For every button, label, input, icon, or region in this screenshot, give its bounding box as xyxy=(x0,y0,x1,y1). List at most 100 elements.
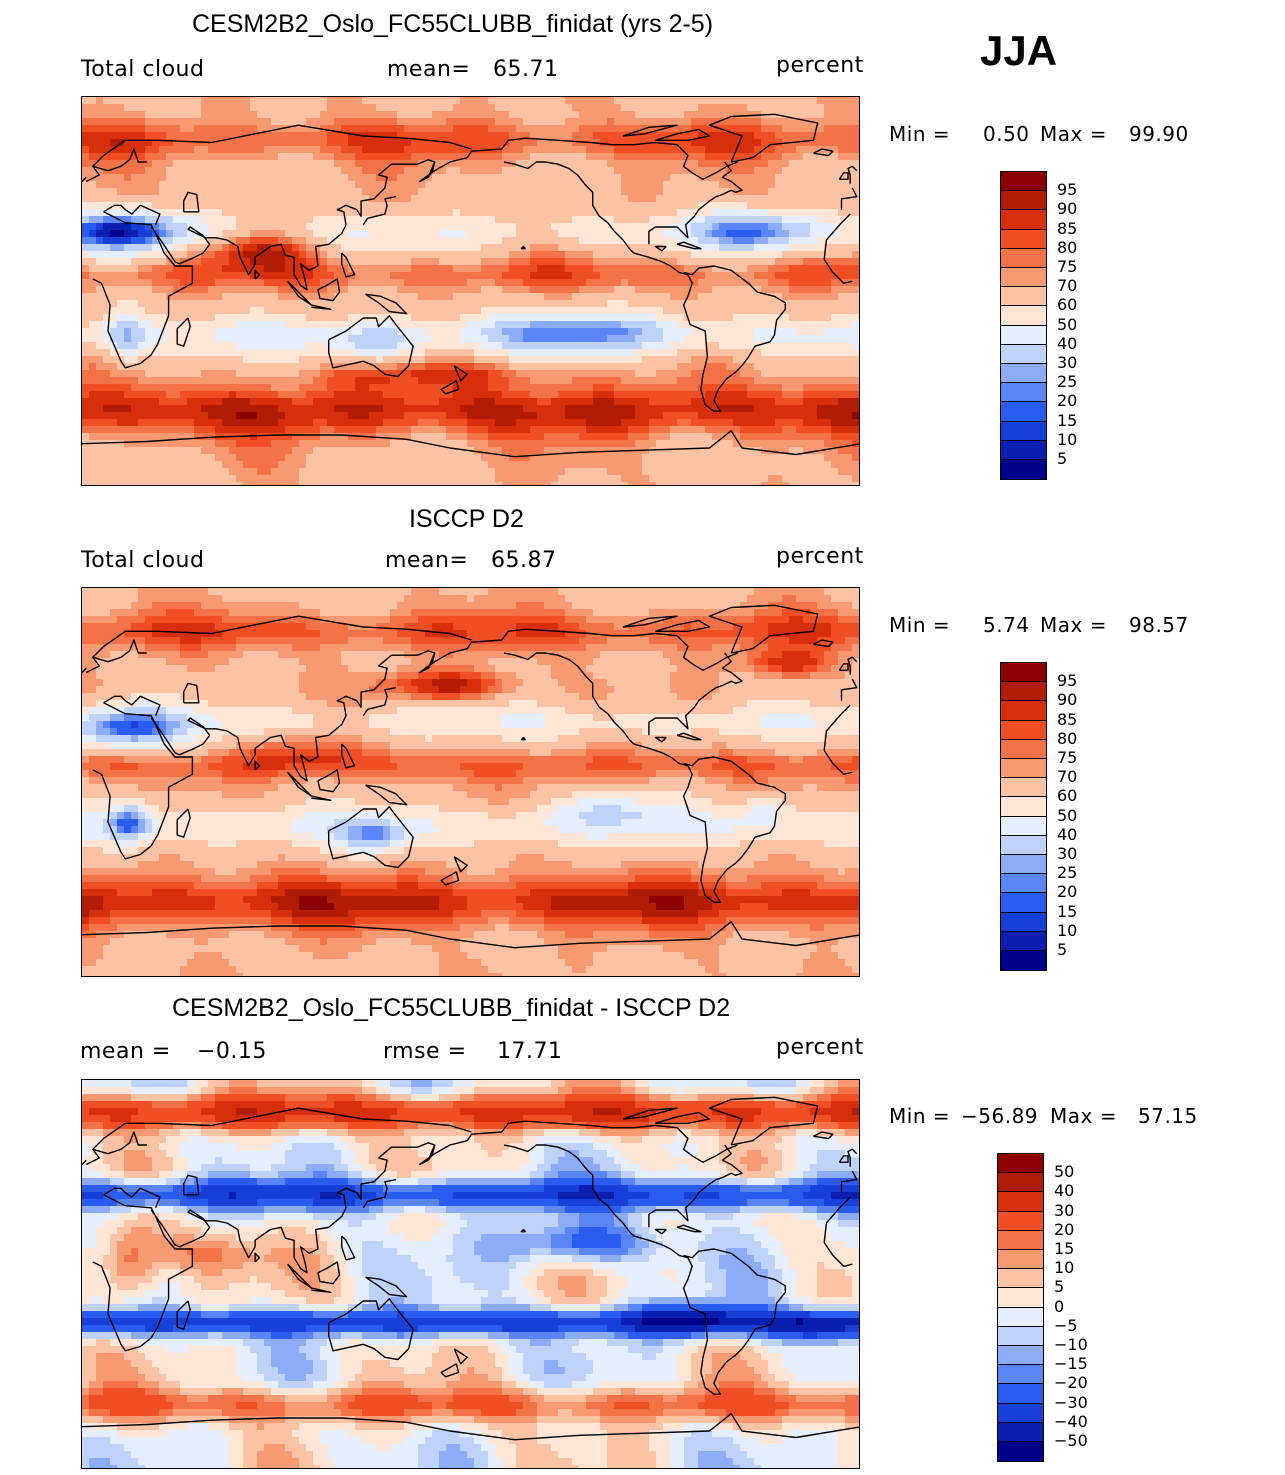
field-cell xyxy=(299,321,307,329)
field-cell xyxy=(117,342,125,350)
field-cell xyxy=(334,167,342,175)
field-cell xyxy=(215,223,223,231)
field-cell xyxy=(810,202,818,210)
field-cell xyxy=(362,118,370,126)
field-cell xyxy=(348,356,356,364)
field-cell xyxy=(565,279,573,287)
field-cell xyxy=(460,167,468,175)
field-cell xyxy=(726,139,734,147)
field-cell xyxy=(299,209,307,217)
field-cell xyxy=(649,258,657,266)
field-cell xyxy=(124,391,132,399)
field-cell xyxy=(117,363,125,371)
field-cell xyxy=(376,167,384,175)
field-cell xyxy=(544,111,552,119)
field-cell xyxy=(334,146,342,154)
field-cell xyxy=(803,328,811,336)
field-cell xyxy=(166,160,174,168)
field-cell xyxy=(145,174,153,182)
field-cell xyxy=(579,125,587,133)
field-cell xyxy=(698,307,706,315)
field-cell xyxy=(726,167,734,175)
field-cell xyxy=(502,111,510,119)
field-cell xyxy=(124,356,132,364)
field-cell xyxy=(803,244,811,252)
field-cell xyxy=(698,125,706,133)
field-cell xyxy=(264,300,272,308)
field-cell xyxy=(789,146,797,154)
field-cell xyxy=(425,237,433,245)
field-cell xyxy=(642,328,650,336)
field-cell xyxy=(572,342,580,350)
field-cell xyxy=(131,307,139,315)
field-cell xyxy=(684,188,692,196)
field-cell xyxy=(810,300,818,308)
field-cell xyxy=(103,132,111,140)
field-cell xyxy=(152,272,160,280)
field-cell xyxy=(579,181,587,189)
field-cell xyxy=(159,356,167,364)
field-cell xyxy=(439,118,447,126)
field-cell xyxy=(243,244,251,252)
field-cell xyxy=(852,370,859,378)
field-cell xyxy=(677,118,685,126)
field-cell xyxy=(719,356,727,364)
field-cell xyxy=(390,118,398,126)
field-cell xyxy=(215,300,223,308)
field-cell xyxy=(236,160,244,168)
field-cell xyxy=(180,97,188,105)
field-cell xyxy=(579,188,587,196)
field-cell xyxy=(439,237,447,245)
field-cell xyxy=(285,230,293,238)
field-cell xyxy=(348,279,356,287)
field-cell xyxy=(586,209,594,217)
field-cell xyxy=(131,97,139,105)
field-cell xyxy=(187,272,195,280)
field-cell xyxy=(180,398,188,406)
field-cell xyxy=(173,265,181,273)
field-cell xyxy=(551,377,559,385)
field-cell xyxy=(789,370,797,378)
field-cell xyxy=(278,132,286,140)
field-cell xyxy=(306,202,314,210)
field-cell xyxy=(677,272,685,280)
field-cell xyxy=(502,174,510,182)
field-cell xyxy=(418,272,426,280)
field-cell xyxy=(796,195,804,203)
field-cell xyxy=(488,349,496,357)
field-cell xyxy=(96,181,104,189)
field-cell xyxy=(817,300,825,308)
field-cell xyxy=(579,293,587,301)
field-cell xyxy=(628,384,636,392)
field-cell xyxy=(768,174,776,182)
field-cell xyxy=(726,153,734,161)
field-cell xyxy=(432,265,440,273)
field-cell xyxy=(243,356,251,364)
field-cell xyxy=(432,335,440,343)
field-cell xyxy=(502,258,510,266)
field-cell xyxy=(404,125,412,133)
field-cell xyxy=(201,342,209,350)
field-cell xyxy=(593,398,601,406)
field-cell xyxy=(642,251,650,259)
field-cell xyxy=(432,125,440,133)
field-cell xyxy=(852,258,859,266)
field-cell xyxy=(509,139,517,147)
field-cell xyxy=(257,251,265,259)
field-cell xyxy=(859,146,860,154)
field-cell xyxy=(201,384,209,392)
field-cell xyxy=(740,279,748,287)
field-cell xyxy=(481,118,489,126)
field-cell xyxy=(586,132,594,140)
field-cell xyxy=(313,335,321,343)
field-cell xyxy=(341,174,349,182)
field-cell xyxy=(796,300,804,308)
field-cell xyxy=(733,335,741,343)
field-cell xyxy=(775,174,783,182)
field-cell xyxy=(593,111,601,119)
field-cell xyxy=(754,384,762,392)
field-cell xyxy=(726,251,734,259)
field-cell xyxy=(726,118,734,126)
field-cell xyxy=(824,125,832,133)
field-cell xyxy=(810,377,818,385)
